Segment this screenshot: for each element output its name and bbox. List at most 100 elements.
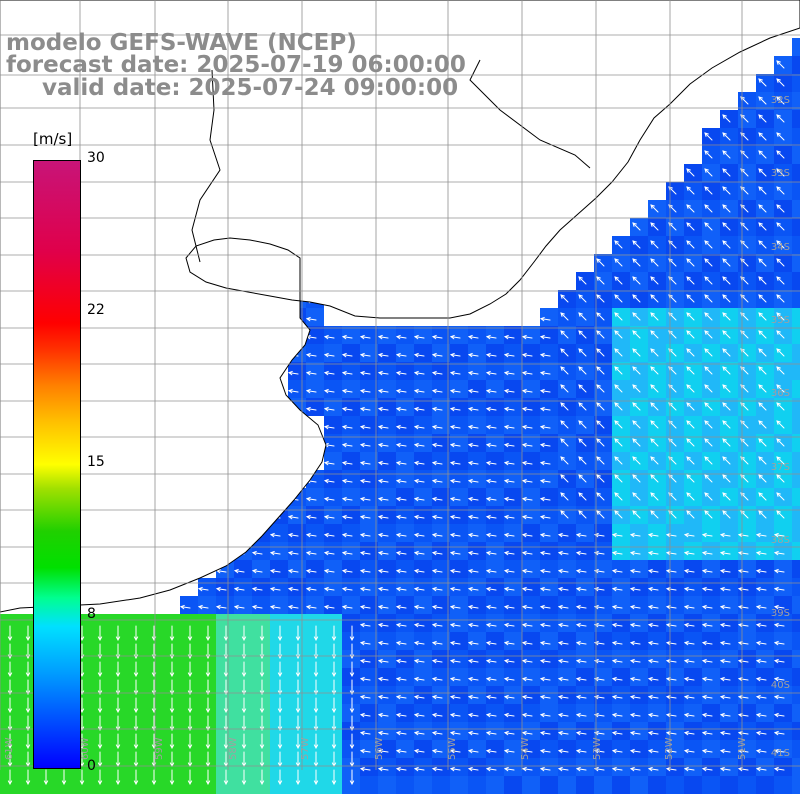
speed-cell	[180, 686, 198, 704]
wind-arrow	[683, 568, 695, 574]
speed-cell	[702, 326, 720, 344]
wind-arrow	[704, 204, 713, 213]
wind-arrow	[665, 712, 677, 718]
wind-arrow	[359, 424, 371, 430]
speed-cell	[576, 596, 594, 614]
speed-cell	[324, 542, 342, 560]
speed-cell	[360, 506, 378, 524]
speed-cell	[306, 668, 324, 686]
wind-arrow	[187, 679, 193, 696]
speed-cell	[288, 758, 306, 776]
speed-cell	[324, 362, 342, 380]
speed-cell	[522, 596, 540, 614]
speed-cell	[756, 380, 774, 398]
speed-cell	[792, 56, 800, 74]
speed-cell	[630, 470, 648, 488]
wind-arrow	[701, 622, 713, 628]
speed-cell	[774, 272, 792, 290]
speed-cell	[648, 596, 666, 614]
colorbar-tick-8: 8	[87, 606, 96, 622]
wind-arrow	[467, 640, 479, 646]
speed-cell	[684, 722, 702, 740]
wind-arrow	[449, 550, 461, 556]
speed-cell	[684, 218, 702, 236]
speed-cell	[270, 722, 288, 740]
wind-arrow	[593, 676, 605, 682]
wind-arrow	[295, 625, 301, 642]
wind-arrow	[503, 406, 515, 412]
speed-cell	[576, 704, 594, 722]
wind-arrow	[359, 604, 371, 610]
speed-cell	[360, 776, 378, 794]
wind-arrow	[593, 622, 605, 628]
speed-cell	[522, 506, 540, 524]
wind-arrow	[377, 748, 389, 754]
wind-arrow	[359, 388, 371, 394]
speed-cell	[180, 596, 198, 614]
wind-arrow	[313, 769, 319, 786]
wind-arrow	[133, 769, 139, 786]
speed-cell	[792, 542, 800, 560]
speed-cell	[720, 416, 738, 434]
wind-arrow	[97, 679, 103, 696]
speed-cell	[0, 614, 18, 632]
wind-arrow	[557, 712, 569, 718]
wind-arrow	[557, 586, 569, 592]
wind-arrow	[776, 60, 785, 69]
speed-cell	[792, 740, 800, 758]
wind-arrow	[341, 334, 353, 340]
speed-cell	[360, 560, 378, 578]
wind-arrow	[467, 406, 479, 412]
wind-arrow	[596, 294, 605, 303]
speed-cell	[684, 596, 702, 614]
speed-cell	[666, 650, 684, 668]
speed-cell	[414, 686, 432, 704]
speed-cell	[342, 542, 360, 560]
wind-arrow	[449, 586, 461, 592]
speed-cell	[720, 542, 738, 560]
wind-arrow	[485, 514, 497, 520]
speed-cell	[234, 686, 252, 704]
wind-arrow	[395, 658, 407, 664]
wind-arrow	[133, 715, 139, 732]
wind-arrow	[737, 532, 749, 538]
speed-cell	[342, 326, 360, 344]
speed-cell	[630, 578, 648, 596]
wind-arrow	[758, 420, 767, 429]
speed-cell	[774, 686, 792, 704]
speed-cell	[468, 650, 486, 668]
speed-cell	[0, 758, 18, 776]
colorbar-tick-22: 22	[87, 302, 105, 318]
speed-cell	[468, 416, 486, 434]
speed-cell	[540, 542, 558, 560]
speed-cell	[540, 668, 558, 686]
wind-arrow	[557, 532, 569, 538]
wind-arrow	[593, 730, 605, 736]
speed-cell	[450, 470, 468, 488]
speed-cell	[738, 416, 756, 434]
wind-arrow	[611, 712, 623, 718]
wind-arrow	[467, 604, 479, 610]
speed-cell	[198, 578, 216, 596]
speed-cell	[18, 740, 36, 758]
wind-arrow	[431, 586, 443, 592]
speed-cell	[108, 776, 126, 794]
wind-arrow	[704, 402, 713, 411]
wind-arrow	[773, 766, 785, 772]
wind-arrow	[701, 604, 713, 610]
speed-cell	[666, 218, 684, 236]
speed-cell	[198, 776, 216, 794]
speed-cell	[324, 326, 342, 344]
lat-label: 32S	[771, 95, 790, 106]
wind-arrow	[722, 276, 731, 285]
wind-arrow	[629, 622, 641, 628]
speed-cell	[126, 758, 144, 776]
wind-arrow	[704, 492, 713, 501]
wind-arrow	[701, 550, 713, 556]
speed-cell	[378, 470, 396, 488]
speed-cell	[558, 758, 576, 776]
speed-cell	[396, 776, 414, 794]
wind-arrow	[776, 384, 785, 393]
speed-cell	[252, 542, 270, 560]
wind-arrow	[377, 442, 389, 448]
